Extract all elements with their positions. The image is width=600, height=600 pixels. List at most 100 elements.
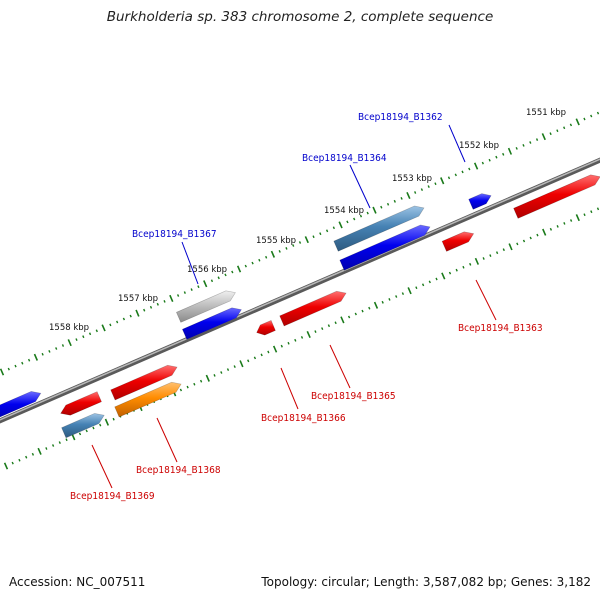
scale-label-1551: 1551 kbp [526, 108, 566, 118]
gene-label-b1363[interactable]: Bcep18194_B1363 [458, 323, 543, 334]
reverse-tick [347, 315, 351, 319]
reverse-tick [300, 336, 304, 339]
gene-b1368-red[interactable] [110, 364, 178, 401]
forward-tick [400, 197, 403, 200]
forward-tick [563, 126, 566, 130]
forward-tick [461, 170, 464, 174]
forward-tick [541, 133, 546, 141]
forward-tick [163, 300, 166, 303]
forward-tick [522, 144, 525, 147]
gene-b1369-red[interactable] [60, 391, 102, 416]
forward-tick [535, 138, 539, 141]
scale-label-1557: 1557 kbp [118, 294, 158, 304]
gene-label-b1364[interactable]: Bcep18194_B1364 [302, 153, 387, 164]
reverse-tick [590, 210, 593, 214]
gene-b1363[interactable] [441, 231, 475, 252]
reverse-tick [575, 214, 580, 222]
forward-tick [258, 258, 261, 262]
forward-tick [529, 141, 532, 144]
leader-b1363 [475, 279, 497, 321]
reverse-tick [401, 292, 405, 295]
gene-b1364-lower[interactable] [339, 224, 431, 271]
gene-b1365[interactable] [279, 290, 347, 327]
gene-b1362[interactable] [468, 193, 492, 210]
forward-tick [197, 285, 200, 289]
reverse-tick [18, 458, 21, 462]
reverse-tick [469, 262, 472, 266]
gene-b1364[interactable] [333, 205, 425, 252]
forward-tick [325, 229, 329, 233]
gene-features [0, 174, 600, 439]
reverse-tick [516, 242, 519, 246]
reverse-tick [536, 233, 539, 237]
forward-tick [95, 329, 98, 333]
forward-tick [495, 155, 498, 159]
gene-b1367-grey[interactable] [176, 290, 236, 323]
gene-label-b1365[interactable]: Bcep18194_B1365 [311, 391, 396, 402]
reverse-tick [583, 213, 586, 217]
forward-tick [14, 364, 17, 368]
reverse-tick [280, 344, 283, 348]
forward-tick [427, 185, 430, 188]
reverse-tick [294, 338, 297, 342]
leader-b1366 [280, 367, 299, 410]
gene-b1369[interactable] [61, 413, 105, 439]
gene-label-b1362[interactable]: Bcep18194_B1362 [358, 112, 443, 123]
forward-tick [454, 173, 457, 177]
reverse-tick [502, 248, 505, 252]
scale-label-1552: 1552 kbp [459, 141, 499, 151]
reverse-tick [65, 438, 68, 442]
reverse-tick [260, 353, 263, 357]
forward-tick [414, 191, 417, 194]
leader-b1362 [448, 124, 466, 163]
reverse-tick [327, 324, 331, 328]
reverse-tick [415, 286, 418, 290]
reverse-tick [549, 227, 553, 231]
reverse-tick [85, 429, 88, 433]
reverse-tick [226, 368, 230, 371]
gene-label-b1367[interactable]: Bcep18194_B1367 [132, 229, 217, 240]
forward-tick [82, 335, 85, 339]
reverse-tick [455, 268, 458, 272]
reverse-tick [482, 257, 485, 260]
forward-tick [372, 206, 377, 214]
gene-b1367[interactable] [182, 307, 242, 340]
forward-tick [359, 214, 363, 218]
gene-b1363-partial[interactable] [513, 174, 600, 219]
forward-tick [21, 361, 24, 365]
forward-tick [319, 232, 322, 236]
reverse-tick [428, 280, 431, 284]
forward-tick [122, 317, 126, 321]
reverse-tick [3, 462, 9, 470]
reverse-tick [233, 365, 236, 368]
scale-label-1553: 1553 kbp [392, 174, 432, 184]
reverse-tick [193, 382, 196, 386]
reverse-tick [51, 444, 55, 447]
forward-tick [366, 211, 369, 215]
gene-label-b1366[interactable]: Bcep18194_B1366 [261, 413, 346, 424]
gene-label-b1369[interactable]: Bcep18194_B1369 [70, 491, 155, 502]
leader-b1367 [181, 241, 199, 285]
forward-tick [75, 338, 78, 341]
gene-b1366[interactable] [256, 320, 276, 336]
forward-tick [312, 235, 315, 239]
reverse-tick [373, 301, 379, 309]
forward-tick [183, 291, 186, 294]
forward-strand-ticks [0, 111, 600, 376]
forward-tick [278, 250, 281, 253]
gene-left-partial[interactable] [0, 391, 42, 419]
reverse-tick [58, 441, 61, 444]
forward-tick [61, 344, 65, 347]
forward-tick [292, 244, 295, 247]
chromosome-backbone [0, 157, 600, 424]
forward-tick [176, 294, 180, 297]
reverse-tick [563, 222, 566, 225]
forward-tick [7, 367, 10, 371]
forward-tick [116, 320, 119, 324]
gene-label-b1368[interactable]: Bcep18194_B1368 [136, 465, 221, 476]
reverse-tick [92, 426, 95, 430]
forward-tick [129, 314, 132, 318]
forward-tick [236, 265, 242, 273]
gene-b1368[interactable] [114, 381, 182, 418]
reverse-tick [569, 219, 573, 222]
